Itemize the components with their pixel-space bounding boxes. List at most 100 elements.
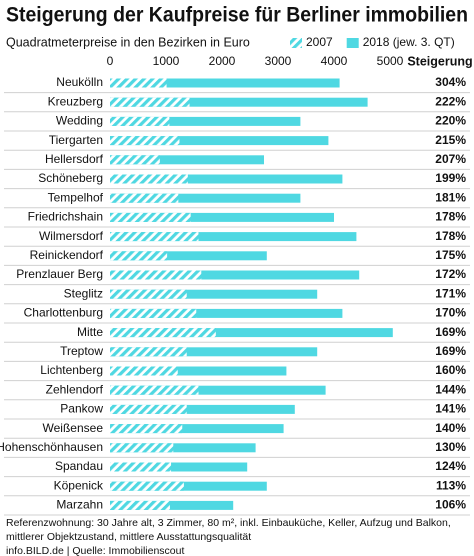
bar — [110, 289, 318, 299]
category-label: Prenzlauer Berg — [16, 267, 103, 281]
bar — [110, 481, 184, 491]
category-label: Lichtenberg — [40, 363, 103, 377]
category-label: Weißensee — [43, 421, 104, 435]
increase-label: 113% — [436, 478, 466, 492]
increase-label: 144% — [435, 382, 466, 396]
category-label: Tempelhof — [48, 190, 104, 204]
category-label: Charlottenburg — [24, 306, 103, 320]
increase-label: 215% — [435, 133, 466, 147]
bar — [110, 174, 188, 184]
column-header: Steigerung — [407, 54, 472, 68]
bar — [110, 385, 326, 395]
x-tick-label: 4000 — [321, 54, 348, 68]
category-label: Zehlendorf — [46, 382, 104, 396]
bar — [110, 424, 284, 434]
bar — [110, 232, 199, 242]
bar — [110, 404, 187, 414]
increase-label: 169% — [435, 325, 466, 339]
bar — [110, 136, 329, 146]
increase-label: 130% — [435, 440, 466, 454]
increase-label: 140% — [435, 421, 466, 435]
bar — [110, 251, 267, 261]
chart-title: Steigerung der Kaufpreise für Berliner i… — [6, 4, 468, 27]
bar — [110, 385, 199, 395]
category-label: Hellersdorf — [45, 152, 104, 166]
category-label: Treptow — [60, 344, 103, 358]
bar — [110, 270, 202, 280]
bar — [110, 328, 216, 338]
bar — [110, 116, 170, 126]
bar — [110, 366, 178, 376]
category-label: Marzahn — [56, 498, 103, 512]
bar — [110, 500, 234, 510]
increase-label: 170% — [435, 306, 466, 320]
increase-label: 169% — [435, 344, 466, 358]
increase-label: 207% — [435, 152, 466, 166]
increase-label: 222% — [435, 94, 466, 108]
bar — [110, 78, 340, 88]
category-label: Tiergarten — [49, 133, 103, 147]
source: info.BILD.de | Quelle: Immobilienscout — [6, 545, 184, 556]
bar — [110, 443, 174, 453]
note: mittlerer Objektzustand, mittlere Aussta… — [6, 531, 251, 543]
bar — [110, 136, 180, 146]
bar — [110, 155, 264, 165]
increase-label: 178% — [435, 210, 466, 224]
bar — [110, 193, 179, 203]
bar — [110, 481, 267, 491]
bar — [110, 212, 191, 222]
category-label: Wedding — [56, 114, 103, 128]
bar — [110, 232, 357, 242]
increase-label: 178% — [435, 229, 466, 243]
chart-subtitle: Quadratmeterpreise in den Bezirken in Eu… — [6, 35, 250, 49]
legend-label: 2018 (jew. 3. QT) — [363, 35, 455, 49]
bar — [110, 97, 368, 107]
bar — [110, 97, 190, 107]
x-tick-label: 3000 — [265, 54, 292, 68]
increase-label: 199% — [435, 171, 466, 185]
bar — [110, 347, 318, 357]
bar — [110, 251, 168, 261]
increase-label: 304% — [435, 75, 466, 89]
increase-label: 172% — [435, 267, 466, 281]
increase-label: 181% — [435, 190, 466, 204]
increase-label: 106% — [435, 498, 466, 512]
category-label: Hohenschönhausen — [0, 440, 103, 454]
increase-label: 160% — [435, 363, 466, 377]
bar — [110, 404, 295, 414]
category-label: Spandau — [55, 459, 103, 473]
bar — [110, 347, 187, 357]
bar — [110, 462, 172, 472]
legend-swatch — [290, 38, 302, 48]
category-label: Mitte — [77, 325, 103, 339]
bar — [110, 308, 197, 318]
bar — [110, 174, 343, 184]
bar — [110, 328, 393, 338]
x-tick-label: 2000 — [209, 54, 236, 68]
bar — [110, 155, 160, 165]
x-tick-label: 0 — [107, 54, 114, 68]
increase-label: 220% — [435, 114, 466, 128]
category-label: Friedrichshain — [28, 210, 103, 224]
bar — [110, 289, 187, 299]
x-tick-label: 1000 — [153, 54, 180, 68]
category-label: Kreuzberg — [48, 94, 103, 108]
bar — [110, 212, 334, 222]
category-label: Köpenick — [54, 478, 104, 492]
increase-label: 141% — [435, 402, 466, 416]
bar — [110, 500, 170, 510]
bar — [110, 443, 256, 453]
category-label: Reinickendorf — [30, 248, 104, 262]
increase-label: 175% — [435, 248, 466, 262]
bar — [110, 193, 301, 203]
bar — [110, 462, 248, 472]
x-tick-label: 5000 — [377, 54, 404, 68]
bar — [110, 78, 167, 88]
legend-swatch — [346, 38, 359, 48]
bar — [110, 424, 183, 434]
note: Referenzwohnung: 30 Jahre alt, 3 Zimmer,… — [6, 517, 451, 529]
bar — [110, 270, 360, 280]
category-label: Neukölln — [56, 75, 103, 89]
bar — [110, 308, 343, 318]
